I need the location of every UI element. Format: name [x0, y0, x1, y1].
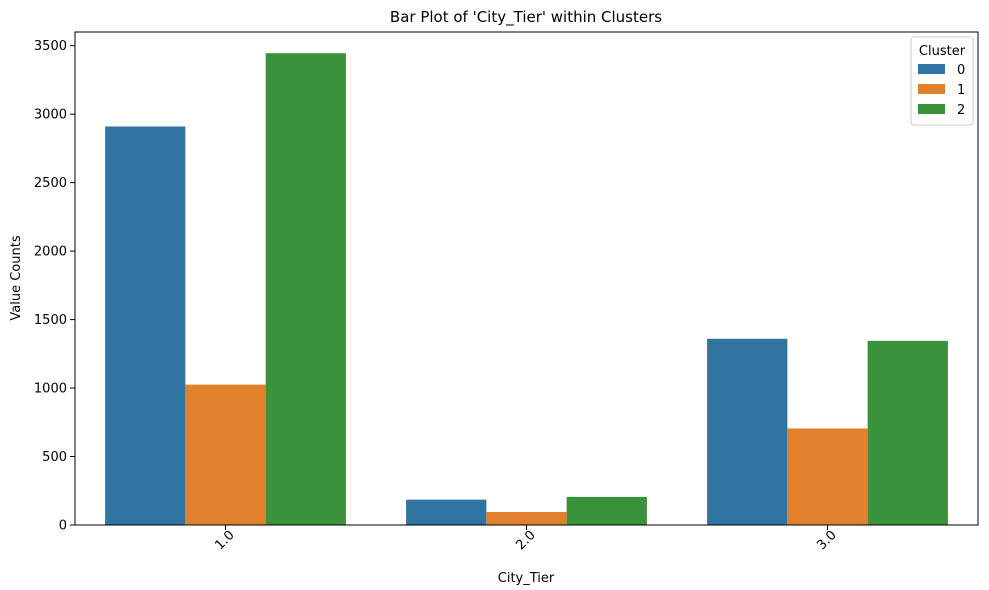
bar-cat-1.0-cluster-1: [185, 384, 266, 525]
bar-cat-1.0-cluster-2: [265, 53, 346, 525]
y-axis-title: Value Counts: [9, 235, 24, 320]
legend: Cluster 0 1 2: [910, 36, 974, 126]
bar-cat-3.0-cluster-1: [787, 428, 868, 525]
legend-frame: [910, 36, 974, 126]
y-axis: 0 500 1000 1500 2000 2500 3000 3500: [34, 39, 75, 534]
y-tick-label: 3000: [34, 108, 67, 123]
legend-swatch-2: [918, 104, 945, 114]
bar-cat-2.0-cluster-0: [406, 499, 487, 525]
x-tick-label: 2.0: [513, 528, 538, 553]
x-axis: 1.0 2.0 3.0: [212, 525, 840, 553]
bars-group: [105, 53, 948, 526]
x-tick-label: 1.0: [212, 528, 237, 553]
legend-swatch-0: [918, 64, 945, 74]
bar-cat-3.0-cluster-2: [867, 340, 948, 525]
y-tick-label: 2500: [34, 176, 67, 191]
y-tick-label: 2000: [34, 245, 67, 260]
legend-label-2: 2: [957, 103, 965, 118]
bar-cat-3.0-cluster-0: [707, 338, 788, 525]
x-tick-label: 3.0: [814, 528, 839, 553]
chart-title: Bar Plot of 'City_Tier' within Clusters: [390, 8, 662, 27]
bar-cat-2.0-cluster-2: [566, 496, 647, 525]
legend-label-1: 1: [957, 83, 965, 98]
legend-title: Cluster: [919, 44, 966, 59]
y-tick-label: 1000: [34, 382, 67, 397]
x-axis-title: City_Tier: [498, 571, 555, 586]
bar-cat-2.0-cluster-1: [486, 511, 567, 525]
legend-label-0: 0: [957, 63, 965, 78]
legend-items: 0 1 2: [918, 63, 965, 118]
y-tick-label: 0: [59, 519, 67, 534]
bar-cat-1.0-cluster-0: [105, 126, 186, 526]
y-tick-label: 1500: [34, 313, 67, 328]
legend-swatch-1: [918, 84, 945, 94]
y-tick-label: 3500: [34, 39, 67, 54]
y-tick-label: 500: [42, 450, 67, 465]
